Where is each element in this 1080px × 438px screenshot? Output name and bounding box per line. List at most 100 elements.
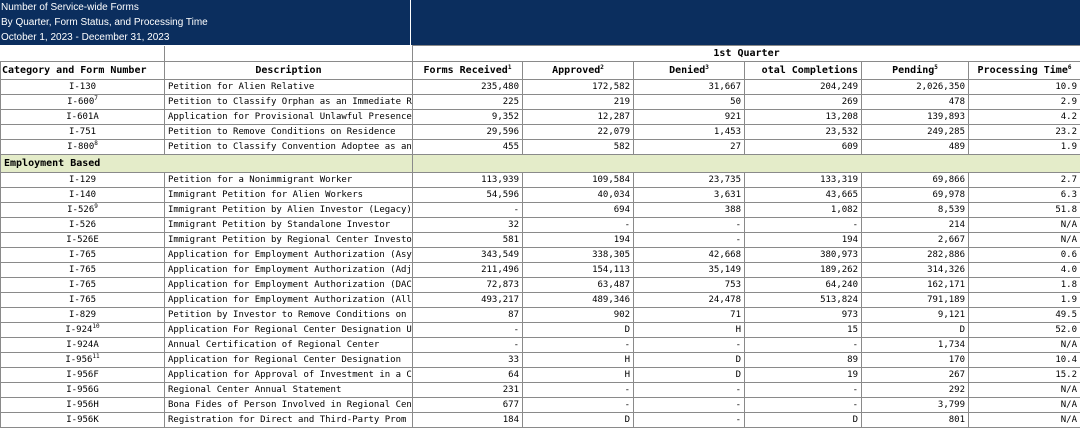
pending-cell: 3,799	[861, 397, 969, 413]
section-row-employment: Employment Based	[0, 154, 1080, 173]
table-row: I-829 Petition by Investor to Remove Cond…	[0, 307, 1080, 323]
description-cell: Immigrant Petition by Alien Investor (Le…	[164, 202, 413, 218]
received-cell: 231	[412, 382, 523, 398]
processing-time-cell: N/A	[967, 337, 1080, 353]
denied-cell: 921	[633, 109, 745, 125]
processing-time-cell: 51.8	[967, 202, 1080, 218]
pending-cell: 292	[861, 382, 969, 398]
completions-cell: 973	[744, 307, 862, 323]
table-row: I-956F Application for Approval of Invest…	[0, 367, 1080, 383]
title-band	[411, 0, 1080, 45]
form-number-cell: I-5269	[0, 202, 165, 218]
form-number-cell: I-751	[0, 124, 165, 140]
form-number-cell: I-140	[0, 187, 165, 203]
denied-cell: -	[633, 217, 745, 233]
pending-cell: 69,866	[861, 172, 969, 188]
completions-cell: 204,249	[744, 79, 862, 95]
approved-cell: 172,582	[522, 79, 634, 95]
received-cell: 33	[412, 352, 523, 368]
denied-cell: 35,149	[633, 262, 745, 278]
report-title: Number of Service-wide Forms	[1, 2, 139, 13]
pending-cell: 214	[861, 217, 969, 233]
processing-time-cell: N/A	[967, 382, 1080, 398]
header-blank-cell	[164, 45, 413, 62]
processing-time-cell: 52.0	[967, 322, 1080, 338]
received-cell: 72,873	[412, 277, 523, 293]
denied-cell: 3,631	[633, 187, 745, 203]
pending-cell: 162,171	[861, 277, 969, 293]
description-cell: Petition for a Nonimmigrant Worker	[164, 172, 413, 188]
description-cell: Application for Provisional Unlawful Pre…	[164, 109, 413, 125]
column-header-pending: Pending5	[861, 61, 969, 80]
pending-cell: 139,893	[861, 109, 969, 125]
description-cell: Application for Approval of Investment i…	[164, 367, 413, 383]
completions-cell: 89	[744, 352, 862, 368]
completions-cell: 13,208	[744, 109, 862, 125]
form-number-cell: I-765	[0, 292, 165, 308]
pending-cell: 170	[861, 352, 969, 368]
column-header-denied: Denied3	[633, 61, 745, 80]
approved-cell: -	[522, 217, 634, 233]
form-number-cell: I-956F	[0, 367, 165, 383]
form-number-cell: I-526	[0, 217, 165, 233]
denied-cell: 71	[633, 307, 745, 323]
received-cell: 9,352	[412, 109, 523, 125]
section-fill	[411, 154, 1080, 173]
column-header-description: Description	[164, 61, 413, 80]
approved-cell: 694	[522, 202, 634, 218]
table-row: I-8008 Petition to Classify Convention Ad…	[0, 139, 1080, 155]
description-cell: Application For Regional Center Designat…	[164, 322, 413, 338]
forms-table: 1st Quarter Category and Form Number Des…	[0, 45, 1080, 428]
approved-cell: 194	[522, 232, 634, 248]
denied-cell: 50	[633, 94, 745, 110]
received-cell: 29,596	[412, 124, 523, 140]
description-cell: Regional Center Annual Statement	[164, 382, 413, 398]
pending-cell: 314,326	[861, 262, 969, 278]
form-number-cell: I-765	[0, 277, 165, 293]
denied-cell: 388	[633, 202, 745, 218]
column-header-category: Category and Form Number	[0, 61, 165, 80]
table-row: I-526 Immigrant Petition by Standalone In…	[0, 217, 1080, 233]
pending-cell: 8,539	[861, 202, 969, 218]
form-number-cell: I-601A	[0, 109, 165, 125]
processing-time-cell: 4.0	[967, 262, 1080, 278]
processing-time-cell: 10.9	[967, 79, 1080, 95]
form-number-cell: I-95611	[0, 352, 165, 368]
completions-cell: 15	[744, 322, 862, 338]
completions-cell: 1,082	[744, 202, 862, 218]
form-number-cell: I-92410	[0, 322, 165, 338]
pending-cell: 9,121	[861, 307, 969, 323]
table-row: I-765 Application for Employment Authoriz…	[0, 292, 1080, 308]
denied-cell: 23,735	[633, 172, 745, 188]
processing-time-cell: 1.9	[967, 292, 1080, 308]
processing-time-cell: N/A	[967, 217, 1080, 233]
completions-cell: D	[744, 412, 862, 428]
description-cell: Application for Employment Authorization…	[164, 247, 413, 263]
completions-cell: 23,532	[744, 124, 862, 140]
denied-cell: -	[633, 232, 745, 248]
table-row: I-526E Immigrant Petition by Regional Cen…	[0, 232, 1080, 248]
received-cell: 32	[412, 217, 523, 233]
completions-cell: 380,973	[744, 247, 862, 263]
section-label: Employment Based	[0, 154, 413, 173]
table-row: I-956K Registration for Direct and Third-…	[0, 412, 1080, 428]
pending-cell: 791,189	[861, 292, 969, 308]
description-cell: Petition to Remove Conditions on Residen…	[164, 124, 413, 140]
description-cell: Immigrant Petition by Regional Center In…	[164, 232, 413, 248]
denied-cell: 1,453	[633, 124, 745, 140]
form-number-cell: I-829	[0, 307, 165, 323]
completions-cell: 189,262	[744, 262, 862, 278]
completions-cell: 194	[744, 232, 862, 248]
received-cell: -	[412, 322, 523, 338]
approved-cell: 489,346	[522, 292, 634, 308]
pending-cell: 2,026,350	[861, 79, 969, 95]
processing-time-cell: 1.9	[967, 139, 1080, 155]
completions-cell: -	[744, 397, 862, 413]
processing-time-cell: 0.6	[967, 247, 1080, 263]
completions-cell: 133,319	[744, 172, 862, 188]
table-row: I-130 Petition for Alien Relative 235,480 1…	[0, 79, 1080, 95]
pending-cell: 69,978	[861, 187, 969, 203]
processing-time-cell: 15.2	[967, 367, 1080, 383]
completions-cell: 43,665	[744, 187, 862, 203]
denied-cell: D	[633, 352, 745, 368]
